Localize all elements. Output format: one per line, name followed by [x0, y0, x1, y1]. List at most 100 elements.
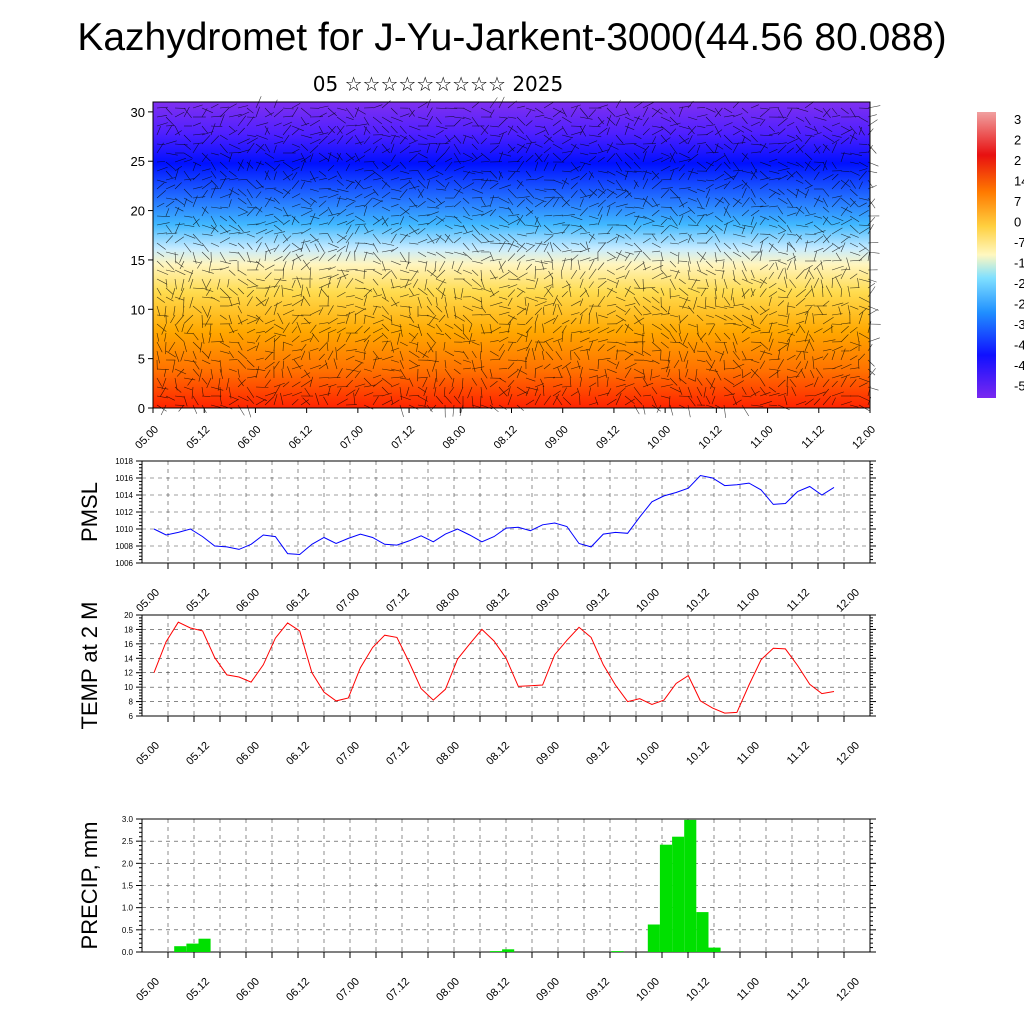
wind-barb — [795, 125, 801, 134]
wind-barb — [606, 153, 616, 163]
precip-bar — [647, 924, 660, 952]
wind-barb — [183, 178, 195, 181]
wind-barb — [192, 215, 200, 227]
wind-barb — [759, 331, 770, 334]
wind-barb — [531, 348, 536, 361]
wind-barb — [810, 369, 815, 379]
wind-barb — [255, 143, 265, 154]
wind-barb — [786, 256, 796, 262]
wind-barb — [480, 395, 482, 407]
wind-barb — [732, 161, 740, 172]
wind-barb — [542, 385, 545, 397]
wind-barb — [174, 386, 182, 393]
y-tick-label: 2.5 — [122, 837, 134, 846]
wind-barb — [192, 173, 201, 181]
wind-barb — [327, 305, 334, 316]
wind-barb — [642, 178, 649, 190]
wind-barb — [302, 259, 311, 271]
wind-barb — [804, 179, 812, 187]
y-tick-label: 20 — [124, 611, 133, 620]
wind-barb — [453, 269, 462, 275]
wind-barb — [696, 305, 707, 310]
wind-barb — [453, 116, 465, 119]
wind-barb — [437, 278, 446, 289]
wind-barb — [498, 349, 506, 361]
wind-barb — [183, 377, 196, 381]
x-tick-label: 11.12 — [785, 740, 812, 767]
wind-barb — [840, 302, 849, 307]
wind-barb — [858, 359, 860, 370]
wind-barb — [327, 112, 336, 118]
wind-barb — [201, 314, 203, 328]
wind-barb — [516, 125, 525, 134]
wind-barb — [165, 107, 173, 116]
wind-barb — [615, 275, 626, 280]
wind-barb — [651, 144, 656, 154]
wind-barb — [588, 152, 598, 155]
precip-bar — [611, 951, 624, 952]
wind-barb — [624, 324, 629, 334]
wind-barb — [489, 233, 501, 242]
wind-barb — [633, 262, 645, 271]
wind-barb — [714, 143, 719, 154]
wind-barb — [791, 386, 797, 397]
wind-barb — [579, 198, 584, 208]
wind-barb — [579, 307, 588, 316]
wind-barb — [363, 251, 368, 262]
wind-barb — [179, 251, 185, 263]
wind-barb — [732, 169, 743, 172]
wind-barb — [768, 107, 780, 109]
wind-barb — [336, 116, 346, 124]
wind-barb — [318, 135, 328, 145]
wind-barb — [768, 386, 777, 393]
y-tick-label: 0 — [138, 401, 145, 416]
wind-barb — [579, 152, 589, 156]
wind-barb — [435, 323, 443, 332]
wind-barb — [777, 188, 785, 195]
wind-barb — [732, 251, 742, 257]
wind-barb — [768, 392, 780, 397]
wind-barb — [831, 115, 841, 118]
wind-barb — [678, 323, 681, 334]
wind-barb — [624, 261, 632, 271]
wind-barb — [741, 305, 750, 310]
wind-barb — [336, 368, 343, 379]
wind-barb — [498, 215, 509, 224]
precip-bar — [174, 946, 187, 952]
wind-barb — [237, 377, 244, 387]
wind-barb — [201, 108, 208, 118]
wind-barb — [750, 368, 760, 378]
wind-barb — [678, 210, 691, 217]
wind-barb — [543, 224, 553, 234]
wind-barb — [354, 223, 367, 226]
wind-barb — [507, 289, 516, 298]
wind-barb — [336, 152, 343, 161]
wind-barb — [723, 386, 734, 396]
wind-barb — [714, 143, 724, 150]
x-tick-label: 11.12 — [785, 587, 812, 614]
wind-barb — [282, 219, 290, 226]
wind-barb — [849, 224, 859, 234]
wind-barb — [174, 332, 185, 343]
wind-barb — [219, 296, 232, 298]
wind-barb — [858, 226, 870, 235]
wind-barb — [201, 107, 214, 114]
wind-barb — [750, 209, 760, 217]
wind-barb — [489, 302, 503, 307]
wind-barb — [525, 302, 530, 316]
wind-barb — [399, 278, 412, 281]
wind-barb — [345, 212, 354, 217]
wind-barb — [777, 393, 787, 397]
wind-barb — [867, 368, 876, 376]
wind-barb — [750, 269, 755, 279]
y-tick-label: 20 — [131, 204, 145, 219]
wind-barb — [588, 233, 596, 240]
wind-barb — [399, 206, 410, 215]
wind-barb — [462, 170, 476, 175]
wind-barb — [291, 232, 303, 235]
wind-barb — [809, 334, 815, 343]
wind-barb — [696, 377, 703, 386]
wind-barb — [281, 284, 284, 298]
wind-barb — [507, 269, 518, 278]
